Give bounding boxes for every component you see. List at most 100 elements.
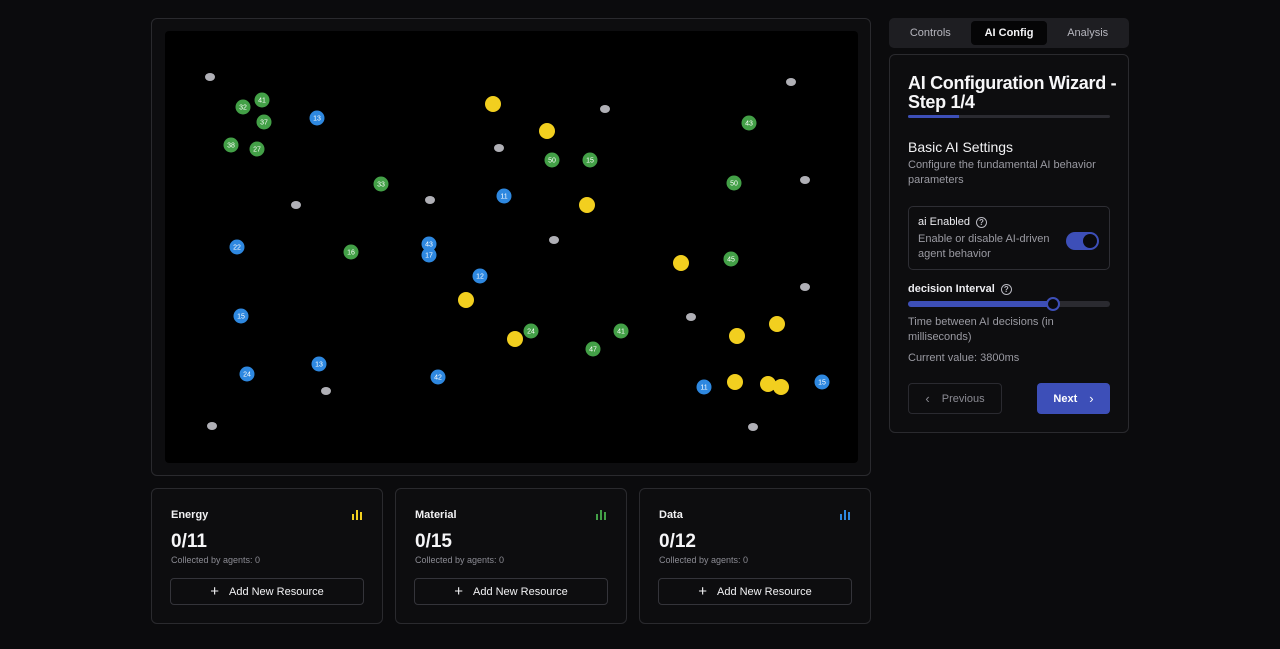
wizard-title: AI Configuration Wizard - Step 1/4 [908, 73, 1117, 112]
agent-data[interactable]: 17 [421, 247, 437, 263]
agent-material[interactable]: 37 [256, 114, 272, 130]
help-circle-icon[interactable]: ? [976, 216, 987, 228]
agent-energy[interactable] [729, 328, 745, 344]
agent-dot [814, 374, 830, 390]
agent-material[interactable]: 16 [343, 244, 359, 260]
agent-data[interactable]: 13 [309, 110, 325, 126]
agent-material[interactable]: 41 [613, 323, 629, 339]
agent-material[interactable]: 24 [523, 323, 539, 339]
particle [205, 73, 215, 81]
agent-dot [229, 239, 245, 255]
ai-enabled-toggle[interactable] [1066, 232, 1099, 250]
agent-label: 41 [617, 329, 625, 336]
agent-material[interactable]: 27 [249, 141, 265, 157]
add-resource-button[interactable]: + Add New Resource [414, 578, 608, 605]
agent-dot [773, 379, 789, 395]
agent-dot [343, 244, 359, 260]
tab-ai-config[interactable]: AI Config [970, 21, 1048, 45]
agent-label: 13 [313, 116, 321, 123]
agent-material[interactable]: 45 [723, 251, 739, 267]
wizard-progress-fill [908, 115, 959, 118]
agent-dot [373, 176, 389, 192]
agent-dot [760, 376, 776, 392]
agent-dot [458, 292, 474, 308]
agent-data[interactable]: 11 [696, 379, 712, 395]
simulation-panel: 32 41 37 13 38 27 33 50 15 43 50 11 22 16 43 17 12 45 15 24… [151, 18, 871, 476]
add-resource-button[interactable]: + Add New Resource [170, 578, 364, 605]
decision-interval-slider[interactable] [908, 297, 1110, 311]
ai-enabled-label-row: ai Enabled ? [918, 216, 987, 228]
agent-label: 41 [258, 98, 266, 105]
agent-energy[interactable] [760, 376, 776, 392]
bar-chart-icon [840, 510, 850, 520]
next-button[interactable]: Next › [1037, 383, 1110, 414]
agent-material[interactable]: 32 [235, 99, 251, 115]
agent-energy[interactable] [673, 255, 689, 271]
agent-dot [579, 197, 595, 213]
tab-controls[interactable]: Controls [909, 27, 951, 39]
agent-data[interactable]: 24 [239, 366, 255, 382]
agent-material[interactable]: 38 [223, 137, 239, 153]
tab-analysis[interactable]: Analysis [1067, 27, 1109, 39]
agent-label: 42 [434, 375, 442, 382]
simulation-svg[interactable]: 32 41 37 13 38 27 33 50 15 43 50 11 22 16 43 17 12 45 15 24… [165, 31, 858, 463]
agent-dot [249, 141, 265, 157]
agent-dot [472, 268, 488, 284]
agent-material[interactable]: 15 [582, 152, 598, 168]
agent-label: 16 [347, 250, 355, 257]
agent-label: 11 [700, 385, 707, 392]
agent-dot [585, 341, 601, 357]
resource-card-material: Material 0/15 Collected by agents: 0 + Ad… [395, 488, 627, 624]
agent-energy[interactable] [773, 379, 789, 395]
simulation-canvas[interactable]: 32 41 37 13 38 27 33 50 15 43 50 11 22 16 43 17 12 45 15 24… [165, 31, 858, 463]
plus-icon: + [454, 583, 463, 600]
agent-label: 47 [589, 347, 597, 354]
particle [494, 144, 504, 152]
chevron-right-icon: › [1089, 391, 1094, 406]
wizard-progress-bar [908, 115, 1110, 118]
agent-dot [311, 356, 327, 372]
agent-data[interactable]: 43 [421, 236, 437, 252]
agent-dot [256, 114, 272, 130]
add-resource-button[interactable]: + Add New Resource [658, 578, 852, 605]
add-resource-label: Add New Resource [472, 585, 568, 598]
agent-dot [727, 374, 743, 390]
agent-energy[interactable] [727, 374, 743, 390]
agent-data[interactable]: 42 [430, 369, 446, 385]
resource-count: 0/15 [415, 531, 452, 552]
help-circle-icon[interactable]: ? [1000, 283, 1012, 295]
agent-label: 43 [425, 242, 433, 249]
agent-energy[interactable] [485, 96, 501, 112]
agent-material[interactable]: 43 [741, 115, 757, 131]
agent-energy[interactable] [539, 123, 555, 139]
agent-data[interactable]: 11 [496, 188, 512, 204]
ai-enabled-description: Enable or disable AI-driven agent behavi… [918, 233, 1050, 260]
agent-material[interactable]: 47 [585, 341, 601, 357]
agent-material[interactable]: 50 [726, 175, 742, 191]
agent-energy[interactable] [579, 197, 595, 213]
agent-energy[interactable] [458, 292, 474, 308]
agent-data[interactable]: 12 [472, 268, 488, 284]
agent-data[interactable]: 15 [814, 374, 830, 390]
agent-data[interactable]: 13 [311, 356, 327, 372]
agent-label: 13 [315, 362, 323, 369]
agent-dot [696, 379, 712, 395]
agent-material[interactable]: 50 [544, 152, 560, 168]
agent-label: 45 [727, 257, 735, 264]
particle [800, 283, 810, 291]
agent-dot [613, 323, 629, 339]
agent-dot [769, 316, 785, 332]
agent-dot [723, 251, 739, 267]
agent-material[interactable]: 33 [373, 176, 389, 192]
agent-energy[interactable] [769, 316, 785, 332]
agent-data[interactable]: 15 [233, 308, 249, 324]
decision-interval-label-row: decision Interval ? [908, 283, 1012, 295]
agent-data[interactable]: 22 [229, 239, 245, 255]
resource-title: Material [415, 509, 457, 521]
agent-material[interactable]: 41 [254, 92, 270, 108]
agent-energy[interactable] [507, 331, 523, 347]
previous-button[interactable]: ‹ Previous [908, 383, 1002, 414]
slider-thumb[interactable] [1046, 297, 1061, 311]
agent-dot [496, 188, 512, 204]
agent-label: 11 [500, 194, 507, 201]
